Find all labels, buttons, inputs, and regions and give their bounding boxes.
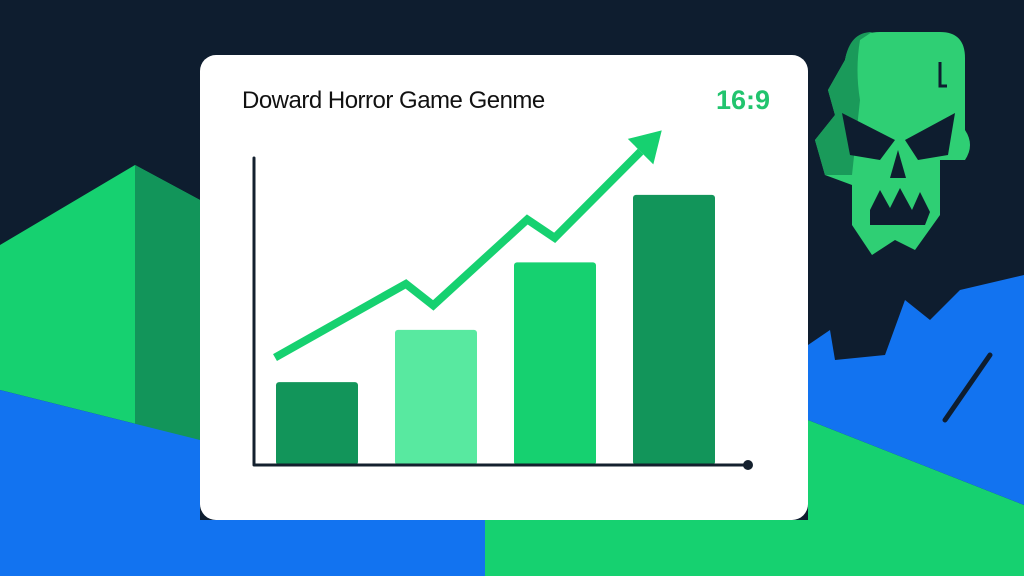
skull-icon	[815, 32, 970, 255]
blue-ground-bottom	[200, 520, 485, 576]
bar-1	[276, 382, 358, 465]
trend-arrow-head	[627, 130, 662, 165]
blue-figure	[808, 275, 1024, 505]
bar-chart	[252, 130, 753, 470]
green-ground-bottom	[485, 420, 1024, 576]
bar-2	[395, 329, 477, 465]
bar-3	[514, 262, 596, 465]
blue-figure-crease	[942, 352, 993, 423]
bar-4	[633, 194, 715, 465]
blue-ground	[0, 390, 200, 576]
x-axis-end-dot	[743, 460, 753, 470]
aspect-ratio-label: 16:9	[715, 85, 770, 115]
green-hill-shade	[135, 165, 200, 440]
chart-card: Doward Horror Game Genme 16:9	[200, 55, 808, 520]
chart-title: Doward Horror Game Genme	[242, 87, 545, 114]
trend-line	[273, 148, 644, 362]
